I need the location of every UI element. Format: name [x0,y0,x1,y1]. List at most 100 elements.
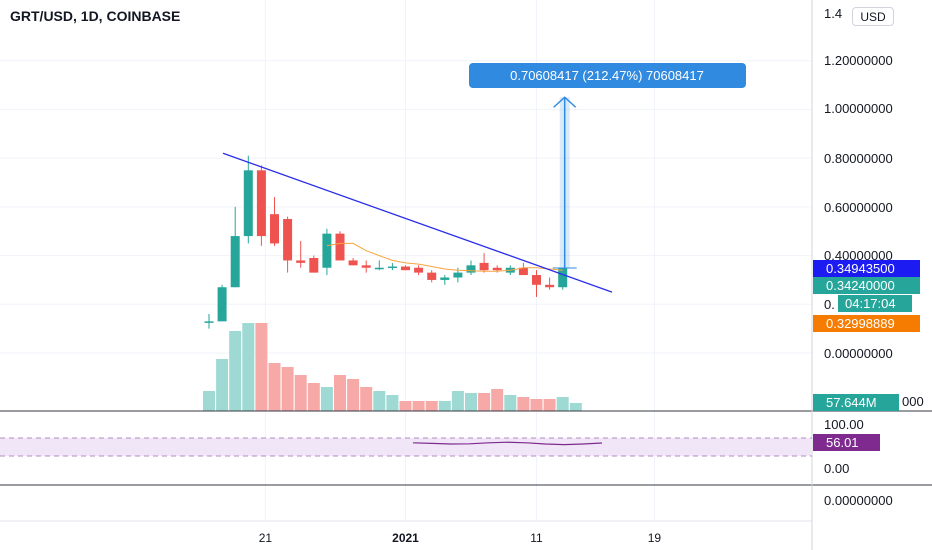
volume-bars [203,323,582,411]
volume-bar [268,363,281,411]
price-label-text: 0.34240000 [826,278,895,293]
candle-body [296,260,306,263]
y-tick: 0. [824,297,835,312]
measure-label-text: 0.70608417 (212.47%) 70608417 [510,68,704,83]
volume-bar [307,383,320,411]
volume-bar [281,367,294,411]
chart-title: GRT/USD, 1D, COINBASE [10,8,180,24]
volume-bar [373,391,386,411]
candle-body [309,258,319,273]
price-label-close: 0.34240000 [813,277,920,294]
candle-body [322,233,332,268]
candle-body [387,266,397,269]
volume-label: 57.644M [813,394,899,411]
candle-body [466,265,476,273]
y-tick: 0.00000000 [824,346,893,361]
volume-bar [504,395,517,411]
volume-bar [569,403,582,411]
y-tick: 1.00000000 [824,101,893,116]
price-label-countdown: 04:17:04 [838,295,912,312]
candle-body [204,321,214,323]
candle-body [256,170,266,237]
rsi-line [412,441,603,446]
volume-tick: 000 [902,394,924,409]
candle-body [217,287,227,322]
rsi-band [0,438,812,456]
rsi-tick: 100.00 [824,417,864,432]
candle-body [440,277,450,280]
x-tick: 19 [648,531,662,545]
rsi-value-box [813,434,880,451]
x-tick: 2021 [392,531,419,545]
price-label-box [813,315,920,332]
candle-body [374,267,384,270]
volume-bar [360,387,373,411]
candle-body [479,262,489,271]
candle-body [335,233,345,261]
indicator-tick: 0.00000000 [824,493,893,508]
volume-label-text: 57.644M [826,395,877,410]
volume-label-box [813,394,899,411]
x-tick: 21 [259,531,273,545]
candle-body [243,170,253,237]
volume-bar [386,395,399,411]
y-tick: 1.20000000 [824,53,893,68]
x-tick: 11 [530,531,543,545]
price-axis[interactable]: 1.4 1.20000000 1.00000000 0.80000000 0.6… [824,6,924,508]
volume-bar [530,399,543,411]
candle-body [492,267,502,271]
volume-bar [399,401,412,411]
y-tick: 0.60000000 [824,200,893,215]
y-tick: 0.40000000 [824,248,893,263]
candle-body [401,266,410,271]
measure-label[interactable]: 0.70608417 (212.47%) 70608417 [469,63,746,88]
rsi-pane [0,437,812,457]
rsi-value-text: 56.01 [826,435,859,450]
countdown-box [838,295,912,312]
time-axis[interactable]: 21 2021 11 19 [259,531,662,545]
price-label-ma: 0.32998889 [813,315,920,332]
candle-body [283,219,293,261]
candle-body [427,272,437,280]
price-label-box [813,260,920,277]
candle-body [453,272,463,278]
candle-body [361,265,371,268]
volume-bar [451,391,464,411]
volume-bar [242,323,255,411]
price-label-box [813,277,920,294]
volume-bar [216,359,229,411]
measure-label-box [469,63,746,88]
candle-body [558,267,568,288]
volume-bar [203,391,215,411]
price-label-text: 0.34943500 [826,261,895,276]
volume-bar [294,375,307,411]
volume-bar [438,401,451,411]
volume-bar [491,389,504,411]
volume-bar [425,401,438,411]
candles [204,155,568,329]
candle-body [230,236,240,288]
moving-average-line [326,242,563,272]
countdown-text: 04:17:04 [845,296,896,311]
volume-bar [347,379,360,411]
candle-body [518,267,528,276]
volume-bar [334,375,346,411]
trendline[interactable] [222,152,613,293]
candle-body [270,214,279,244]
candle-body [545,284,555,288]
measure-arrowhead [553,96,577,108]
volume-bar [478,393,491,411]
volume-bar [517,397,530,411]
candle-body [414,267,424,273]
candle-body [532,275,541,285]
currency-button[interactable]: USD [852,7,894,26]
rsi-value-label: 56.01 [813,434,880,451]
measure-tool[interactable] [552,96,577,269]
volume-bar [465,393,477,411]
price-label-last: 0.34943500 [813,260,920,277]
y-tick: 1.4 [824,6,842,21]
volume-bar [320,387,333,411]
volume-bar [412,401,425,411]
volume-bar [556,397,569,411]
